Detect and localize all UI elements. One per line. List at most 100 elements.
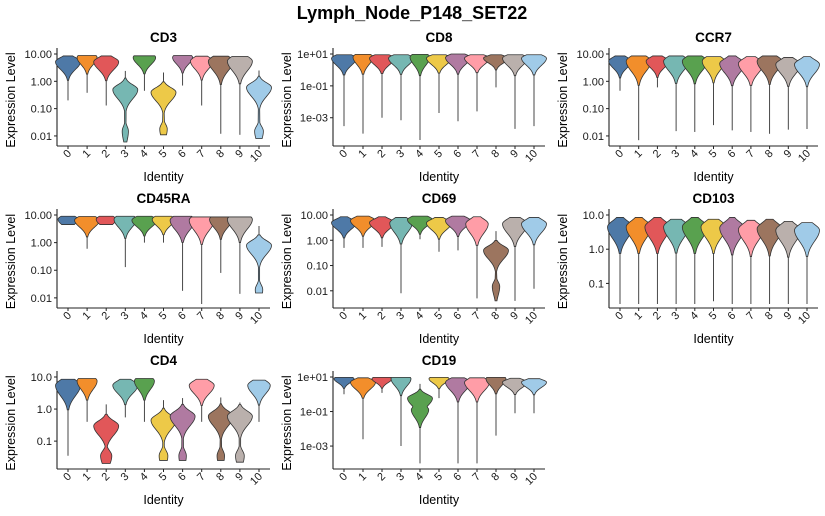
- x-tick-label: 1: [80, 310, 93, 323]
- x-tick-label: 7: [195, 471, 208, 484]
- x-tick-label: 7: [470, 471, 483, 484]
- x-tick-label: 6: [726, 310, 739, 323]
- y-axis-title: Expression Level: [556, 52, 570, 147]
- violin-cluster-2: [93, 413, 120, 464]
- y-tick-label: 0.10: [307, 261, 328, 273]
- violin-cluster-9: [227, 55, 253, 85]
- x-tick-label: 5: [432, 310, 445, 323]
- y-tick-label: 0.10: [31, 104, 52, 116]
- x-tick-label: 6: [176, 310, 189, 323]
- x-axis-title: Identity: [419, 493, 460, 507]
- y-tick-label: 1e-01: [300, 407, 328, 419]
- violin-cluster-7: [464, 377, 490, 403]
- x-tick-label: 4: [413, 471, 426, 484]
- violin-cluster-2: [371, 376, 393, 389]
- panel-title: CD19: [422, 353, 457, 368]
- x-tick-label: 9: [233, 310, 246, 323]
- violin-cluster-8: [485, 376, 507, 395]
- x-tick-label: 8: [214, 471, 227, 484]
- y-tick-label: 10.00: [24, 210, 52, 222]
- x-tick-label: 9: [508, 148, 521, 161]
- violin-cluster-1: [350, 377, 376, 399]
- y-axis-title: Expression Level: [280, 52, 294, 147]
- x-tick-label: 4: [688, 148, 701, 161]
- x-tick-label: 7: [195, 148, 208, 161]
- y-tick-label: 1e-01: [300, 81, 328, 93]
- violin-cluster-4: [407, 388, 433, 428]
- panel-title: CD103: [692, 191, 735, 206]
- x-tick-label: 4: [688, 310, 701, 323]
- x-tick-label: 0: [337, 310, 350, 323]
- x-tick-label: 6: [451, 148, 464, 161]
- x-tick-label: 3: [119, 148, 132, 161]
- panel-title: CD45RA: [136, 191, 190, 206]
- y-axis-title: Expression Level: [4, 52, 18, 147]
- violin-cluster-9: [227, 404, 253, 463]
- y-axis-title: Expression Level: [4, 375, 18, 470]
- x-tick-label: 2: [375, 310, 388, 323]
- x-tick-label: 9: [508, 310, 521, 323]
- y-tick-label: 1e+01: [297, 49, 328, 61]
- y-tick-label: 1.00: [583, 76, 604, 88]
- x-tick-label: 7: [470, 310, 483, 323]
- violin-cluster-8: [483, 240, 509, 302]
- violin-cluster-4: [132, 55, 157, 75]
- violin-cluster-3: [112, 378, 139, 406]
- x-tick-label: 9: [782, 148, 795, 161]
- violin-cluster-10: [794, 222, 820, 257]
- x-axis-title: Identity: [693, 332, 734, 346]
- y-tick-label: 1.0: [37, 404, 52, 416]
- x-tick-label: 3: [119, 310, 132, 323]
- x-tick-label: 5: [157, 471, 170, 484]
- y-tick-label: 0.10: [31, 265, 52, 277]
- x-tick-label: 8: [214, 148, 227, 161]
- x-tick-label: 10: [523, 148, 540, 165]
- violin-cluster-10: [521, 54, 547, 76]
- x-tick-label: 8: [489, 310, 502, 323]
- figure-title: Lymph_Node_P148_SET22: [297, 3, 527, 23]
- violin-cluster-9: [226, 216, 253, 243]
- x-tick-label: 7: [470, 148, 483, 161]
- y-tick-label: 1e+01: [297, 372, 328, 384]
- x-tick-label: 3: [119, 471, 132, 484]
- y-tick-label: 0.01: [31, 131, 52, 143]
- x-tick-label: 10: [796, 310, 813, 327]
- x-tick-label: 2: [375, 148, 388, 161]
- panel-cd103: CD103 10.0 1.0 0.1 Expression Level Identity 0…: [556, 191, 820, 346]
- x-tick-label: 5: [432, 148, 445, 161]
- x-tick-label: 10: [248, 471, 265, 488]
- x-tick-label: 6: [451, 471, 464, 484]
- x-tick-label: 6: [176, 471, 189, 484]
- y-axis-title: Expression Level: [280, 375, 294, 470]
- x-tick-label: 2: [375, 471, 388, 484]
- panel-cd69: CD69 10.00 1.00 0.10 0.01 Expression Level Ide…: [280, 191, 547, 346]
- x-tick-label: 5: [157, 148, 170, 161]
- x-tick-label: 7: [744, 310, 757, 323]
- x-tick-label: 4: [413, 310, 426, 323]
- y-tick-label: 10.0: [31, 372, 52, 384]
- violin-cluster-10: [246, 234, 272, 294]
- violin-cluster-6: [172, 55, 194, 74]
- y-axis-title: Expression Level: [280, 214, 294, 309]
- y-tick-label: 0.1: [589, 278, 604, 290]
- x-tick-label: 4: [138, 471, 151, 484]
- x-tick-label: 2: [100, 310, 113, 323]
- y-tick-label: 10.00: [24, 49, 52, 61]
- y-tick-label: 10.00: [300, 210, 328, 222]
- x-tick-label: 9: [233, 148, 246, 161]
- x-tick-label: 8: [763, 148, 776, 161]
- violin-cluster-2: [93, 55, 120, 82]
- x-tick-label: 6: [726, 148, 739, 161]
- y-tick-label: 1.00: [31, 238, 52, 250]
- violin-cluster-4: [134, 378, 155, 401]
- x-tick-label: 3: [394, 148, 407, 161]
- violin-cluster-10: [246, 75, 272, 139]
- x-tick-label: 9: [233, 471, 246, 484]
- x-tick-label: 1: [356, 148, 369, 161]
- x-tick-label: 0: [613, 310, 626, 323]
- x-tick-label: 10: [248, 148, 265, 165]
- x-tick-label: 10: [523, 310, 540, 327]
- y-tick-label: 0.01: [31, 293, 52, 305]
- x-tick-label: 5: [707, 310, 720, 323]
